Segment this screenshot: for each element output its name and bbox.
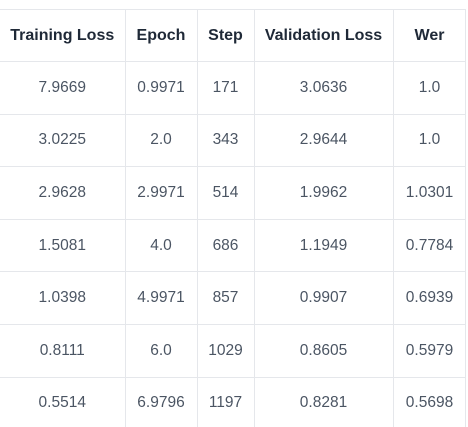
cell-step: 343 xyxy=(197,114,255,168)
header-wer: Wer xyxy=(393,10,465,62)
header-step: Step xyxy=(197,10,255,62)
cell-epoch: 2.0 xyxy=(125,114,198,168)
cell-validation-loss: 1.1949 xyxy=(254,219,394,273)
results-table-container: Training Loss Epoch Step Validation Loss… xyxy=(0,9,466,427)
cell-step: 514 xyxy=(197,166,255,220)
cell-step: 857 xyxy=(197,271,255,325)
table-row: 2.9628 2.9971 514 1.9962 1.0301 xyxy=(0,166,465,220)
cell-wer: 0.7784 xyxy=(393,219,465,273)
cell-epoch: 6.0 xyxy=(125,324,198,378)
table-row: 3.0225 2.0 343 2.9644 1.0 xyxy=(0,114,465,168)
cell-step: 1029 xyxy=(197,324,255,378)
cell-step: 171 xyxy=(197,61,255,115)
cell-training-loss: 0.8111 xyxy=(0,324,126,378)
cell-wer: 0.5698 xyxy=(393,377,465,427)
cell-wer: 0.6939 xyxy=(393,271,465,325)
cell-epoch: 4.9971 xyxy=(125,271,198,325)
cell-step: 686 xyxy=(197,219,255,273)
table-row: 1.0398 4.9971 857 0.9907 0.6939 xyxy=(0,271,465,325)
table-row: 7.9669 0.9971 171 3.0636 1.0 xyxy=(0,61,465,115)
cell-epoch: 2.9971 xyxy=(125,166,198,220)
cell-training-loss: 7.9669 xyxy=(0,61,126,115)
cell-training-loss: 3.0225 xyxy=(0,114,126,168)
table-row: 0.8111 6.0 1029 0.8605 0.5979 xyxy=(0,324,465,378)
cell-validation-loss: 1.9962 xyxy=(254,166,394,220)
table-header-row: Training Loss Epoch Step Validation Loss… xyxy=(0,10,465,62)
cell-epoch: 6.9796 xyxy=(125,377,198,427)
cell-validation-loss: 2.9644 xyxy=(254,114,394,168)
cell-validation-loss: 0.9907 xyxy=(254,271,394,325)
cell-validation-loss: 0.8605 xyxy=(254,324,394,378)
cell-training-loss: 2.9628 xyxy=(0,166,126,220)
cell-step: 1197 xyxy=(197,377,255,427)
cell-validation-loss: 3.0636 xyxy=(254,61,394,115)
header-training-loss: Training Loss xyxy=(0,10,126,62)
cell-wer: 1.0 xyxy=(393,61,465,115)
cell-training-loss: 1.0398 xyxy=(0,271,126,325)
cell-epoch: 4.0 xyxy=(125,219,198,273)
header-validation-loss: Validation Loss xyxy=(254,10,394,62)
cell-epoch: 0.9971 xyxy=(125,61,198,115)
cell-validation-loss: 0.8281 xyxy=(254,377,394,427)
cell-wer: 1.0301 xyxy=(393,166,465,220)
table-row: 1.5081 4.0 686 1.1949 0.7784 xyxy=(0,219,465,273)
header-epoch: Epoch xyxy=(125,10,198,62)
cell-wer: 0.5979 xyxy=(393,324,465,378)
cell-training-loss: 1.5081 xyxy=(0,219,126,273)
results-table: Training Loss Epoch Step Validation Loss… xyxy=(0,10,465,427)
table-row: 0.5514 6.9796 1197 0.8281 0.5698 xyxy=(0,377,465,427)
cell-wer: 1.0 xyxy=(393,114,465,168)
cell-training-loss: 0.5514 xyxy=(0,377,126,427)
